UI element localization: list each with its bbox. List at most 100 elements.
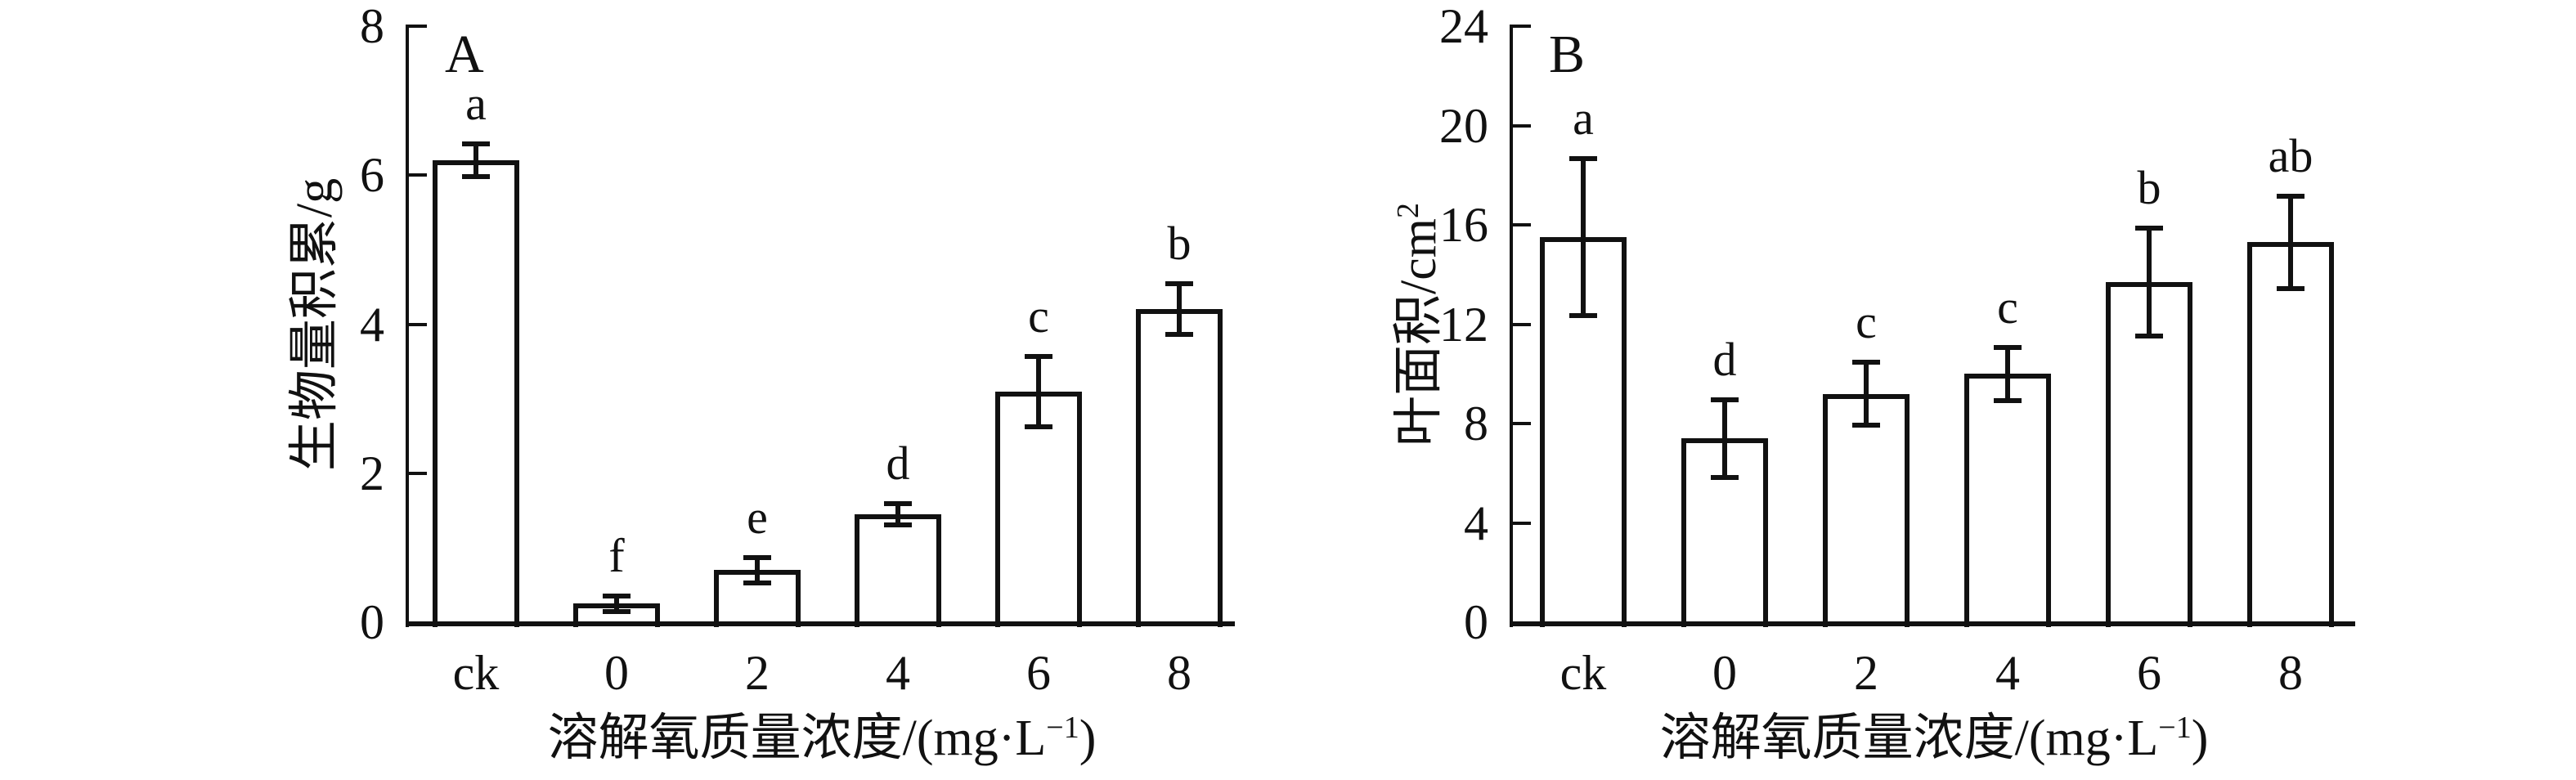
panel-b-error-bar-cap-bottom [2135,333,2163,338]
panel-b-y-axis-title-superscript: 2 [1391,203,1426,219]
panel-b-error-bar-cap-top [1711,397,1739,402]
panel-b-x-axis-title-superscript: −1 [2158,711,2192,746]
panel-b-y-tick [1513,322,1531,326]
panel-b-error-bar [1864,364,1869,424]
panel-b-x-axis-title: 溶解氧质量浓度/(mg·L−1) [1566,708,2302,769]
panel-b-bar [2247,242,2334,627]
panel-a-significance-letter: b [1167,217,1192,271]
panel-a-error-bar [1036,357,1041,425]
panel-a-significance-letter: f [608,528,625,582]
panel-a-x-axis-title: 溶解氧质量浓度/(mg·L−1) [454,708,1190,769]
panel-a-x-axis-title-superscript: −1 [1046,711,1079,746]
panel-a-y-tick-label: 8 [360,0,384,53]
panel-a-y-tick-label: 2 [360,446,384,500]
panel-a-significance-letter: d [886,436,910,490]
panel-a-y-tick-label: 4 [360,297,384,352]
panel-a-x-tick-label: 0 [604,646,629,700]
panel-b-bar [1823,393,1910,627]
panel-a-error-bar-cap-bottom [1025,424,1052,429]
panel-a-error-bar-cap-bottom [462,174,490,180]
panel-b-x-tick-label: 2 [1854,646,1878,700]
panel-a-bar [995,391,1082,627]
panel-a-y-axis-title-text: 生物量积累/g [287,177,343,472]
panel-b-error-bar-cap-bottom [1711,474,1739,480]
panel-b-x-tick-label: 4 [1995,646,2020,700]
panel-b-y-tick [1513,123,1531,128]
panel-b-y-axis-line [1510,25,1513,627]
panel-a-error-bar [614,597,619,610]
panel-b-y-tick-label: 24 [1439,0,1488,53]
panel-a-error-bar-cap-top [1165,281,1193,287]
panel-b-y-tick [1513,521,1531,525]
panel-a-error-bar-cap-top [884,500,912,506]
panel-b-y-tick-label: 12 [1439,297,1488,352]
panel-b-y-tick [1513,223,1531,226]
panel-a-error-bar [755,558,760,581]
panel-a-x-axis-title-text-tail: ) [1079,711,1097,766]
panel-a-y-tick [409,173,427,177]
panel-a-y-tick [409,25,427,28]
panel-b-x-tick-label: 6 [2137,646,2161,700]
panel-a-error-bar [1177,285,1182,334]
panel-b-error-bar-cap-top [1994,344,2022,350]
panel-b-error-bar [2288,197,2293,287]
panel-b-error-bar-cap-bottom [1852,423,1880,428]
panel-b-error-bar [1722,401,1727,476]
panel-a-bar [855,513,941,627]
panel-b-significance-letter: c [1856,295,1877,349]
panel-a-error-bar [473,145,478,176]
panel-b-y-tick-label: 0 [1464,595,1488,649]
panel-b-x-axis-title-text: 溶解氧质量浓度/(mg·L [1659,711,2159,766]
panel-a-significance-letter: e [747,490,768,544]
panel-b-error-bar [2005,348,2010,399]
panel-b-y-tick-label: 16 [1439,198,1488,252]
panel-b-error-bar [2147,230,2152,334]
panel-a-bar [433,160,519,627]
panel-b-significance-letter: ab [2268,128,2313,182]
panel-a-x-tick-label: 6 [1026,646,1051,700]
panel-a-error-bar-cap-top [743,554,771,560]
panel-b-x-tick-label: 8 [2278,646,2303,700]
panel-b-y-tick-label: 20 [1439,98,1488,153]
panel-a-y-tick [409,322,427,326]
panel-b-significance-letter: d [1712,332,1737,386]
panel-b-y-tick-label: 4 [1464,495,1488,550]
panel-b-x-tick-label: 0 [1712,646,1737,700]
panel-b-significance-letter: a [1573,92,1594,146]
panel-b-error-bar-cap-bottom [1994,397,2022,403]
panel-a-error-bar [895,504,900,523]
panel-b-x-axis-title-text-tail: ) [2191,711,2209,766]
panel-a-x-axis-title-text: 溶解氧质量浓度/(mg·L [547,711,1047,766]
panel-b-x-axis-line [1510,621,2355,626]
panel-b-x-tick-label: ck [1560,646,1607,700]
panel-a-error-bar-cap-bottom [1165,332,1193,338]
panel-b-bar [1540,237,1627,627]
panel-b-error-bar [1581,160,1586,315]
panel-a-error-bar-cap-bottom [603,608,631,614]
panel-a-x-tick-label: ck [452,646,500,700]
panel-a-error-bar-cap-top [603,593,631,598]
panel-b-bar [1964,374,2051,627]
panel-b-error-bar-cap-top [2135,226,2163,231]
panel-b-error-bar-cap-top [1852,360,1880,365]
panel-b-y-axis-title-text: 叶面积/cm [1391,218,1447,446]
panel-a-y-axis-title: 生物量积累/g [285,0,345,652]
panel-a-error-bar-cap-bottom [884,522,912,527]
panel-a-error-bar-cap-bottom [743,580,771,585]
panel-a-bar [1136,309,1223,627]
panel-b-y-tick-label: 8 [1464,397,1488,451]
panel-b-error-bar-cap-bottom [2277,285,2304,291]
panel-b-error-bar-cap-bottom [1569,313,1597,319]
panel-b-significance-letter: c [1997,280,2018,334]
panel-a-x-tick-label: 8 [1167,646,1192,700]
panel-a-x-tick-label: 2 [745,646,770,700]
panel-a-y-axis-line [406,25,409,627]
panel-a-x-axis-line [406,621,1235,626]
panel-a-y-tick-label: 0 [360,595,384,649]
panel-a-y-tick-label: 6 [360,148,384,203]
panel-b-error-bar-cap-top [2277,193,2304,199]
panel-a-error-bar-cap-top [1025,353,1052,359]
panel-a-significance-letter: c [1028,289,1049,343]
panel-b-significance-letter: b [2137,161,2161,215]
